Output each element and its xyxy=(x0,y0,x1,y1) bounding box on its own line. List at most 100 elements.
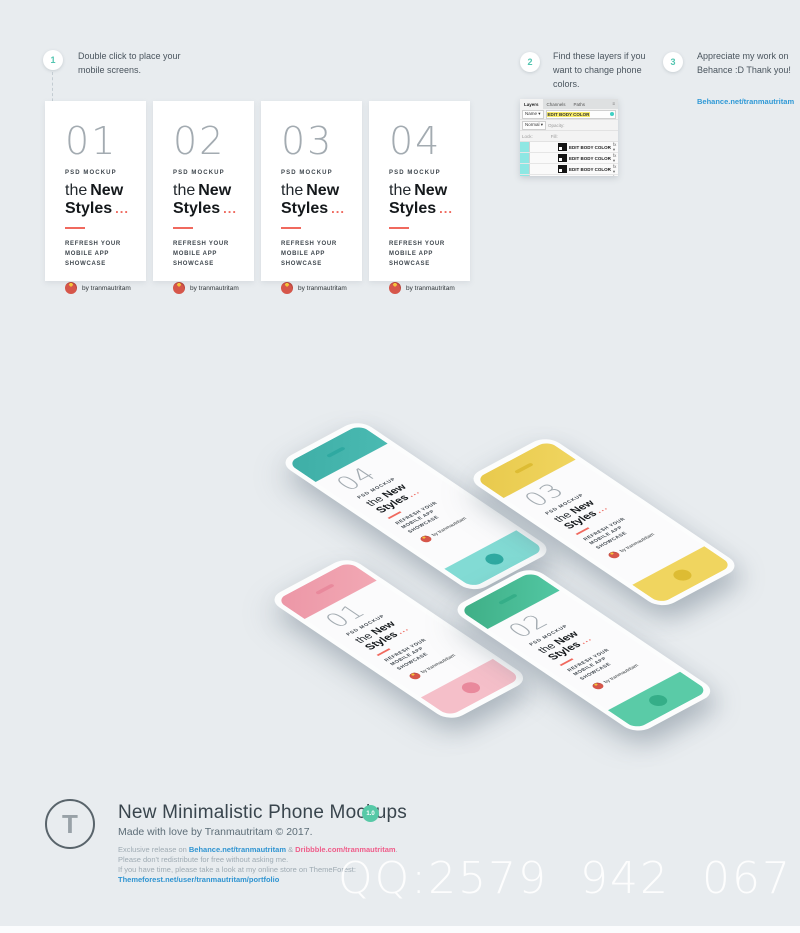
filter-type-dropdown: Name ▾ xyxy=(522,109,544,119)
home-button xyxy=(458,679,484,696)
author-avatar xyxy=(407,671,423,681)
visibility-eye-icon xyxy=(520,175,530,176)
tab-paths: Paths xyxy=(573,101,586,107)
accent-underline xyxy=(65,227,85,229)
behance-footer-link[interactable]: Behance.net/tranmautritam xyxy=(188,845,286,854)
title-the: the xyxy=(173,182,196,199)
card-eyebrow: PSD MOCKUP xyxy=(65,170,117,176)
lock-label: Lock: xyxy=(522,133,533,139)
version-badge: 1.0 xyxy=(362,805,379,822)
style-card-02: 02 PSD MOCKUP the New Styles... REFRESH Y… xyxy=(153,101,254,294)
accent-underline xyxy=(387,511,402,519)
dribbble-footer-link[interactable]: Dribbble.com/tranmautritam xyxy=(295,845,396,854)
filter-on-indicator xyxy=(610,112,614,116)
logo-letter: T xyxy=(62,808,78,839)
card-subtitle: REFRESH YOUR MOBILE APP SHOWCASE xyxy=(65,239,138,269)
layers-search-field: EDIT BODY COLOR xyxy=(545,109,616,119)
panel-menu-icon: ≡ xyxy=(612,101,615,106)
step-2-text: Find these layers if you want to change … xyxy=(553,51,646,89)
tab-channels: Channels xyxy=(546,101,566,107)
title-dots: ... xyxy=(331,201,345,216)
subtitle-line2: MOBILE APP SHOWCASE xyxy=(65,251,110,267)
footer-note-line3: If you have time, please take a look at … xyxy=(118,865,356,874)
card-title: the New Styles... xyxy=(173,182,246,218)
title-dots: ... xyxy=(115,201,129,216)
author-avatar xyxy=(389,282,401,294)
layer-row: EDIT BODY COLOR fx ▾ xyxy=(520,175,618,176)
byline-text: by tranmautritam xyxy=(190,284,239,292)
layer-name: EDIT BODY COLOR xyxy=(569,155,611,161)
credit-line: Made with love by Tranmautritam © 2017. xyxy=(118,826,313,838)
step-2-badge: 2 xyxy=(520,52,540,72)
card-byline: by tranmautritam xyxy=(173,282,246,294)
note-text: . xyxy=(395,845,398,854)
opacity-label: Opacity: xyxy=(548,122,565,128)
subtitle-line1: REFRESH YOUR xyxy=(281,241,337,247)
card-eyebrow: PSD MOCKUP xyxy=(173,170,225,176)
card-number: 02 xyxy=(173,119,226,163)
card-title: the New Styles... xyxy=(281,182,354,218)
subtitle-line1: REFRESH YOUR xyxy=(389,241,445,247)
bottom-edge-strip xyxy=(0,926,800,933)
author-avatar xyxy=(65,282,77,294)
layer-row: EDIT BODY COLOR fx ▾ xyxy=(520,153,618,164)
phone-screen-content: 01 PSD MOCKUP theNew Styles... REFRESH Y… xyxy=(318,586,473,681)
blend-mode-dropdown: Normal ▾ xyxy=(522,120,547,130)
fill-label: Fill: xyxy=(550,133,558,139)
layer-fx-icon: fx ▾ xyxy=(612,152,617,163)
footer-notes: Exclusive release on Behance.net/tranmau… xyxy=(118,845,398,885)
author-avatar xyxy=(606,550,622,560)
footer-note-line1: Exclusive release on Behance.net/tranmau… xyxy=(118,845,398,855)
note-text: & xyxy=(285,845,296,854)
card-number: 03 xyxy=(281,119,334,163)
tab-layers: Layers xyxy=(520,99,543,109)
card-byline: by tranmautritam xyxy=(389,282,462,294)
title-new: New xyxy=(90,182,124,199)
card-eyebrow: PSD MOCKUP xyxy=(389,170,441,176)
phone-bottom-bar xyxy=(607,671,709,730)
layer-row: EDIT BODY COLOR fx ▾ xyxy=(520,142,618,153)
layers-panel-tabs: Layers Channels Paths ≡ xyxy=(520,99,618,109)
qq-watermark: QQ:2579 942 067 xyxy=(337,853,792,904)
style-card-04: 04 PSD MOCKUP the New Styles... REFRESH Y… xyxy=(369,101,470,294)
accent-underline xyxy=(559,658,574,666)
card-title: the New Styles... xyxy=(389,182,462,218)
subtitle-line2: MOBILE APP SHOWCASE xyxy=(281,251,326,267)
step-2-number: 2 xyxy=(527,57,533,67)
layer-name: EDIT BODY COLOR xyxy=(569,166,611,172)
title-styles: Styles xyxy=(389,200,437,217)
layer-name: EDIT BODY COLOR xyxy=(569,144,611,150)
visibility-eye-icon xyxy=(520,142,530,152)
step-1-connector-line xyxy=(52,72,53,112)
visibility-eye-icon xyxy=(520,164,530,174)
themeforest-link[interactable]: Themeforest.net/user/tranmautritam/portf… xyxy=(118,875,280,884)
title-dots: ... xyxy=(439,201,453,216)
layer-thumbnail xyxy=(558,165,567,173)
subtitle-line2: MOBILE APP SHOWCASE xyxy=(389,251,434,267)
byline-text: by tranmautritam xyxy=(406,284,455,292)
author-avatar xyxy=(281,282,293,294)
layers-search-row: Name ▾ EDIT BODY COLOR xyxy=(520,109,618,120)
card-byline: by tranmautritam xyxy=(65,282,138,294)
phone-screen: 04 PSD MOCKUP theNew Styles... REFRESH Y… xyxy=(287,424,545,588)
subtitle-line1: REFRESH YOUR xyxy=(65,241,121,247)
speaker-slot xyxy=(314,583,335,595)
accent-underline xyxy=(173,227,193,229)
card-title: the New Styles... xyxy=(65,182,138,218)
behance-link[interactable]: Behance.net/tranmautritam xyxy=(697,97,795,106)
title-styles: Styles xyxy=(65,200,113,217)
author-avatar xyxy=(590,681,606,691)
author-avatar xyxy=(173,282,185,294)
layer-fx-icon: fx ▾ xyxy=(612,163,617,174)
card-number: 01 xyxy=(65,119,118,163)
accent-underline xyxy=(376,648,391,656)
phone-screen-content: 02 PSD MOCKUP theNew Styles... REFRESH Y… xyxy=(501,596,656,691)
title-new: New xyxy=(198,182,232,199)
accent-underline xyxy=(281,227,301,229)
card-number: 04 xyxy=(389,119,442,163)
layer-thumbnail xyxy=(558,154,567,162)
step-3-badge: 3 xyxy=(663,52,683,72)
home-button xyxy=(645,692,671,709)
brand-logo: T xyxy=(45,799,95,849)
note-text: Exclusive release on xyxy=(118,845,189,854)
